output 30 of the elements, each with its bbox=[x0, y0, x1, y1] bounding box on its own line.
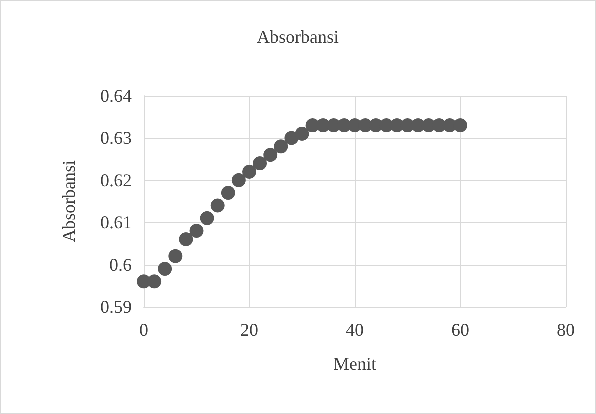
point bbox=[295, 126, 310, 141]
point bbox=[221, 186, 236, 200]
point bbox=[274, 140, 288, 154]
x-tick-label: 20 bbox=[240, 320, 258, 340]
point bbox=[179, 232, 194, 246]
point bbox=[200, 211, 214, 226]
y-tick-label: 0.62 bbox=[100, 170, 132, 190]
point bbox=[148, 274, 162, 289]
y-tick-label: 0.63 bbox=[100, 128, 132, 148]
chart-title: Absorbansi bbox=[257, 27, 339, 47]
point bbox=[190, 224, 204, 238]
point bbox=[264, 148, 278, 162]
x-tick-label: 40 bbox=[346, 320, 364, 340]
point bbox=[454, 118, 468, 133]
y-axis-title: Absorbansi bbox=[59, 160, 79, 242]
y-tick-label: 0.59 bbox=[100, 297, 132, 317]
x-tick-label: 60 bbox=[452, 320, 470, 340]
point bbox=[158, 262, 172, 276]
x-tick-label: 0 bbox=[140, 320, 148, 340]
point bbox=[284, 131, 299, 146]
point bbox=[210, 198, 225, 213]
y-tick-label: 0.64 bbox=[100, 86, 132, 106]
point bbox=[242, 164, 256, 179]
y-tick-label: 0.6 bbox=[110, 254, 132, 275]
y-tick-label: 0.61 bbox=[100, 212, 132, 233]
point bbox=[253, 156, 268, 171]
point bbox=[168, 249, 183, 264]
x-tick-label: 80 bbox=[557, 320, 575, 340]
point bbox=[232, 173, 246, 188]
x-axis-title: Menit bbox=[334, 354, 376, 374]
